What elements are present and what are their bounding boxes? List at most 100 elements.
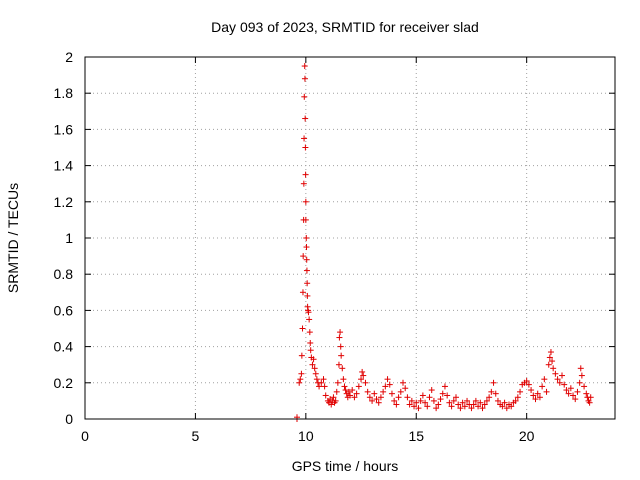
data-point	[301, 63, 308, 70]
data-point	[303, 267, 310, 274]
data-point	[532, 396, 539, 403]
data-point	[371, 390, 378, 397]
data-point	[349, 387, 356, 394]
data-point	[508, 403, 515, 410]
data-point	[301, 93, 308, 100]
data-point	[457, 405, 464, 412]
data-point	[576, 379, 583, 386]
data-point	[424, 403, 431, 410]
data-point	[441, 383, 448, 390]
data-point	[468, 405, 475, 412]
y-tick-label: 1.8	[54, 85, 74, 101]
data-point	[539, 383, 546, 390]
data-point	[552, 370, 559, 377]
data-point	[528, 387, 535, 394]
data-point	[307, 339, 314, 346]
data-point	[455, 401, 462, 408]
data-point	[586, 399, 593, 406]
y-tick-label: 0.6	[54, 302, 74, 318]
data-point	[517, 388, 524, 395]
data-point	[384, 376, 391, 383]
x-tick-label: 0	[81, 428, 89, 444]
data-point	[313, 376, 320, 383]
axis-ticks: 0 5 10 15 20 0 0.2 0.4 0.6 0.8 1 1.2 1.4 1.6 1.8 2	[54, 49, 615, 444]
data-point	[312, 370, 319, 377]
data-point	[563, 387, 570, 394]
data-point	[311, 365, 318, 372]
data-point	[534, 390, 541, 397]
data-point	[570, 392, 577, 399]
data-point	[477, 399, 484, 406]
data-point	[345, 388, 352, 395]
y-tick-label: 1.4	[54, 158, 74, 174]
data-point	[386, 381, 393, 388]
data-point	[494, 397, 501, 404]
data-point	[338, 352, 345, 359]
data-point	[391, 397, 398, 404]
data-point	[334, 379, 341, 386]
data-point	[332, 397, 339, 404]
data-point	[514, 394, 521, 401]
x-axis-title: GPS time / hours	[292, 458, 399, 474]
y-tick-label: 0	[65, 411, 73, 427]
data-point	[587, 394, 594, 401]
x-tick-label: 10	[298, 428, 314, 444]
data-point	[360, 372, 367, 379]
data-point	[406, 401, 413, 408]
data-point	[428, 387, 435, 394]
data-point	[543, 388, 550, 395]
data-point	[554, 376, 561, 383]
data-point	[415, 405, 422, 412]
data-point	[488, 388, 495, 395]
data-point	[305, 309, 312, 316]
data-point	[353, 390, 360, 397]
data-point	[559, 372, 565, 379]
y-tick-label: 1.6	[54, 121, 74, 137]
data-point	[397, 388, 404, 395]
data-point	[335, 361, 342, 368]
data-point	[483, 397, 490, 404]
data-point	[337, 343, 344, 350]
data-point	[304, 280, 311, 287]
y-tick-label: 2	[65, 49, 73, 65]
data-point	[459, 399, 466, 406]
data-point	[302, 198, 309, 205]
data-point	[437, 396, 444, 403]
data-point	[444, 392, 451, 399]
data-point	[565, 390, 572, 397]
data-point	[470, 401, 477, 408]
data-point	[547, 349, 554, 356]
data-point	[492, 390, 499, 397]
x-tick-label: 20	[519, 428, 535, 444]
data-point	[296, 379, 303, 386]
data-point	[333, 388, 340, 395]
data-point	[303, 256, 310, 263]
data-point	[404, 394, 411, 401]
data-point	[303, 235, 310, 241]
data-point	[567, 385, 574, 392]
data-point	[306, 316, 313, 323]
data-point	[302, 144, 309, 151]
data-point	[366, 394, 373, 401]
data-point	[402, 385, 409, 392]
data-point	[355, 383, 362, 390]
data-point	[307, 347, 314, 354]
data-point	[479, 405, 486, 412]
data-point	[316, 383, 323, 390]
data-point	[446, 399, 453, 406]
y-axis-title: SRMTID / TECUs	[5, 183, 21, 293]
data-point	[359, 368, 366, 375]
data-point	[453, 394, 459, 401]
data-point	[574, 388, 581, 395]
data-point	[481, 401, 488, 408]
data-point	[300, 180, 307, 187]
data-point	[341, 383, 348, 390]
data-point	[330, 394, 337, 401]
y-tick-label: 0.2	[54, 375, 74, 391]
data-point	[358, 376, 365, 383]
data-point	[413, 399, 420, 406]
data-point	[490, 379, 497, 386]
data-point	[395, 394, 402, 401]
data-point	[300, 253, 307, 260]
